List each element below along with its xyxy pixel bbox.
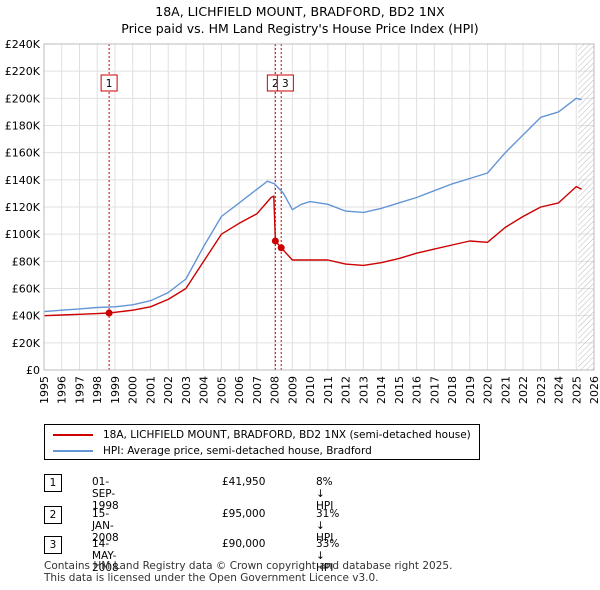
x-tick-label: 1996 <box>56 376 69 404</box>
x-tick-label: 2024 <box>553 376 566 404</box>
y-tick-label: £160K <box>5 147 41 160</box>
sale-point <box>271 237 279 245</box>
transaction-price: £95,000 <box>222 508 266 520</box>
chart-title-line2: Price paid vs. HM Land Registry's House … <box>121 21 479 36</box>
plot-frame <box>43 43 595 371</box>
transaction-number: 1 <box>44 474 62 492</box>
footer-licence: This data is licensed under the Open Gov… <box>44 572 379 584</box>
x-tick-label: 2023 <box>535 376 548 404</box>
transaction-number: 2 <box>44 506 62 524</box>
x-tick-label: 2025 <box>570 376 583 404</box>
y-tick-label: £40K <box>12 310 41 323</box>
transaction-date: 01-SEP-1998 <box>92 476 119 512</box>
x-tick-label: 2005 <box>215 376 228 404</box>
y-tick-label: £240K <box>5 38 41 51</box>
x-tick-label: 1997 <box>73 376 86 404</box>
sale-marker-number: 3 <box>282 78 289 90</box>
legend-swatch-property <box>53 434 93 436</box>
y-tick-label: £80K <box>12 255 41 268</box>
x-tick-label: 2019 <box>464 376 477 404</box>
x-tick-label: 2003 <box>180 376 193 404</box>
transaction-hpi: 31% ↓ HPI <box>316 508 340 544</box>
x-tick-label: 2013 <box>357 376 370 404</box>
hpi-series-line <box>43 97 582 313</box>
x-tick-label: 2000 <box>127 376 140 404</box>
x-tick-label: 2006 <box>233 376 246 404</box>
x-tick-label: 2009 <box>286 376 299 404</box>
transaction-date: 14-MAY-2008 <box>92 538 119 574</box>
legend-label-property: 18A, LICHFIELD MOUNT, BRADFORD, BD2 1NX … <box>103 429 471 441</box>
x-tick-label: 1999 <box>109 376 122 404</box>
x-tick-label: 2016 <box>411 376 424 404</box>
x-tick-label: 2014 <box>375 376 388 404</box>
sale-point <box>105 309 113 317</box>
x-tick-label: 2004 <box>198 376 211 404</box>
transaction-hpi: 33% ↓ HPI <box>316 538 340 574</box>
y-tick-label: £100K <box>5 228 41 241</box>
x-tick-label: 2026 <box>588 376 600 404</box>
y-tick-label: £60K <box>12 283 41 296</box>
sale-point <box>277 244 285 252</box>
x-tick-label: 2007 <box>251 376 264 404</box>
x-tick-label: 2002 <box>162 376 175 404</box>
x-tick-label: 2008 <box>269 376 282 404</box>
x-tick-label: 2022 <box>517 376 530 404</box>
sale-marker-number: 2 <box>272 78 279 90</box>
x-tick-label: 2010 <box>304 376 317 404</box>
forecast-hatch <box>578 44 594 370</box>
transaction-hpi: 8% ↓ HPI <box>316 476 334 512</box>
transaction-date: 15-JAN-2008 <box>92 508 119 544</box>
transaction-price: £90,000 <box>222 538 266 550</box>
y-tick-label: £220K <box>5 65 41 78</box>
transaction-price: £41,950 <box>222 476 266 488</box>
legend: 18A, LICHFIELD MOUNT, BRADFORD, BD2 1NX … <box>44 424 480 460</box>
legend-label-hpi: HPI: Average price, semi-detached house,… <box>103 445 372 457</box>
property-series-line <box>43 185 582 317</box>
x-tick-label: 2001 <box>144 376 157 404</box>
y-tick-label: £140K <box>5 174 41 187</box>
x-tick-label: 1995 <box>38 376 51 404</box>
x-tick-label: 2012 <box>340 376 353 404</box>
sale-marker-box <box>276 74 294 92</box>
sale-marker-number: 1 <box>106 78 113 90</box>
legend-item-property: 18A, LICHFIELD MOUNT, BRADFORD, BD2 1NX … <box>53 427 471 443</box>
x-tick-label: 1998 <box>91 376 104 404</box>
sale-marker-box <box>100 74 118 92</box>
y-tick-label: £200K <box>5 92 41 105</box>
x-tick-label: 2017 <box>428 376 441 404</box>
x-tick-label: 2011 <box>322 376 335 404</box>
x-tick-label: 2021 <box>499 376 512 404</box>
chart-title-line1: 18A, LICHFIELD MOUNT, BRADFORD, BD2 1NX <box>155 4 445 19</box>
y-tick-label: £120K <box>5 201 41 214</box>
legend-swatch-hpi <box>53 450 93 452</box>
footer: Contains HM Land Registry data © Crown c… <box>44 560 452 584</box>
x-tick-label: 2018 <box>446 376 459 404</box>
y-tick-label: £180K <box>5 120 41 133</box>
transaction-number: 3 <box>44 536 62 554</box>
x-tick-label: 2015 <box>393 376 406 404</box>
legend-item-hpi: HPI: Average price, semi-detached house,… <box>53 443 372 459</box>
x-tick-label: 2020 <box>482 376 495 404</box>
y-tick-label: £20K <box>12 337 41 350</box>
footer-copyright: Contains HM Land Registry data © Crown c… <box>44 560 453 572</box>
y-tick-label: £0 <box>26 364 40 377</box>
